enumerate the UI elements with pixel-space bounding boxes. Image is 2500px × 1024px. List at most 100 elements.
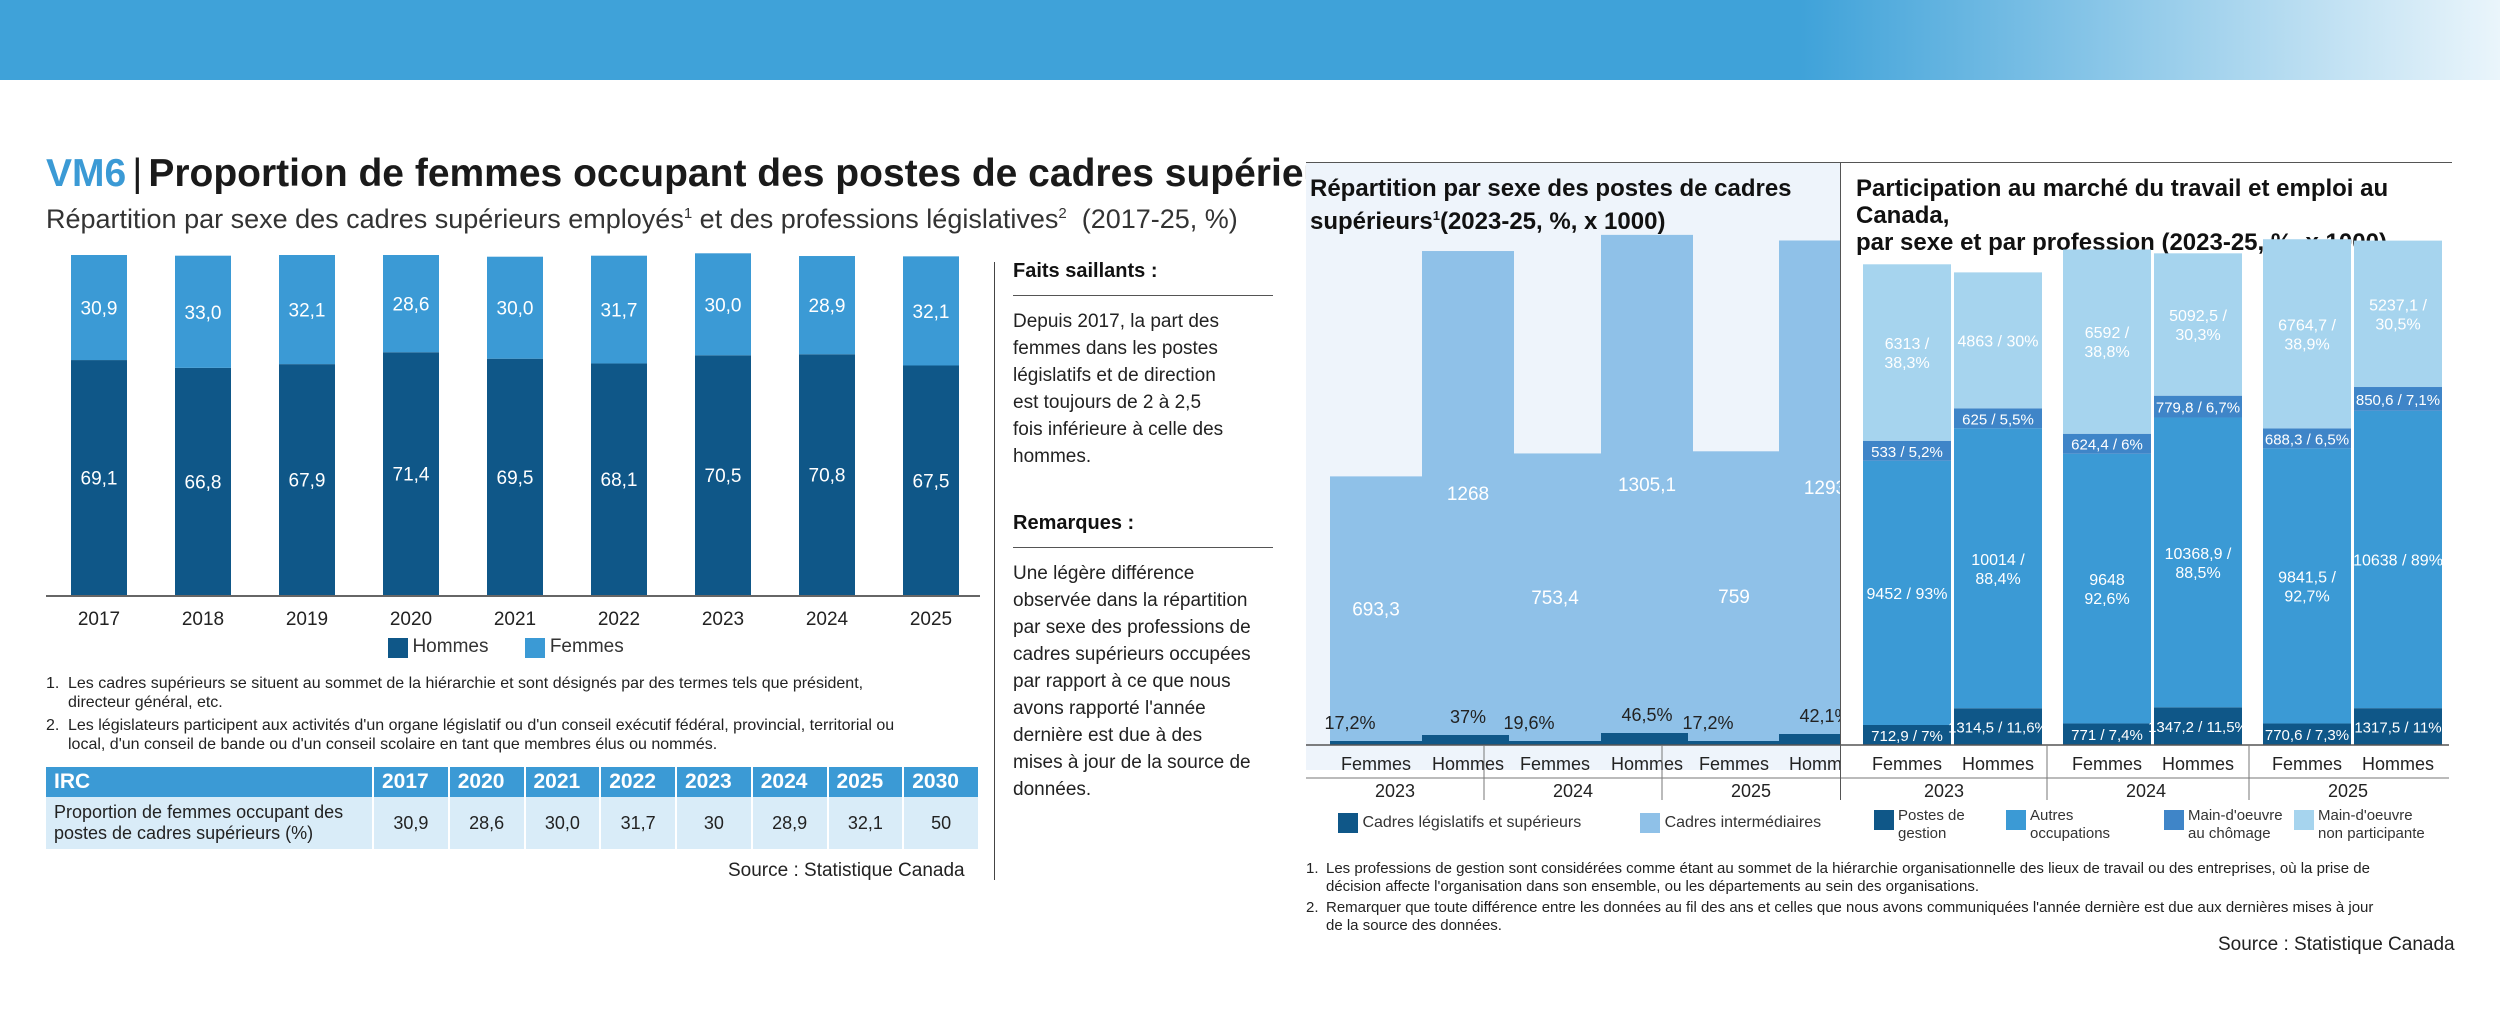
group-label: 2025 (1731, 781, 1771, 800)
value-label: 688,3 / 6,5% (2265, 431, 2349, 448)
bar-femmes (383, 255, 439, 353)
irc-row-label-line1: Proportion de femmes occupant des (54, 802, 344, 822)
bar-gestion (1863, 725, 1951, 745)
bar-autres (2063, 453, 2151, 724)
legend-chart1: Hommes Femmes (388, 636, 624, 658)
sidebar-highlights: Faits saillants : Depuis 2017, la part d… (1013, 260, 1273, 803)
irc-header-cell: 2024 (751, 767, 829, 797)
title-separator: | (132, 152, 143, 195)
value-label-hommes: 70,5 (705, 466, 742, 487)
bar-gestion (2063, 723, 2151, 745)
bar-cadres-legislatifs (1601, 733, 1693, 745)
value-label: 771 / 7,4% (2071, 727, 2143, 744)
bar-femmes (175, 255, 231, 368)
x-tick-label: 2023 (702, 609, 744, 630)
chart2-title-line2-rest: (2023-25, %, x 1000) (1439, 208, 1666, 235)
legend-chart2: Cadres législatifs et supérieurs Cadres … (1338, 813, 1821, 833)
footnote-right-2: 2. Remarquer que toute différence entre … (1306, 899, 2466, 935)
footnote-right-1-line1: Les professions de gestion sont considér… (1326, 860, 2370, 877)
bar-hommes (383, 352, 439, 595)
x-tick-label: Femmes (2272, 754, 2342, 774)
bar-cadres-intermediaires (1509, 453, 1601, 741)
irc-row-label: Proportion de femmes occupant des postes… (46, 797, 374, 849)
highlights-line: hommes. (1013, 446, 1092, 467)
subtitle-sup-2: 2 (1058, 205, 1067, 222)
group-label: 2025 (2328, 781, 2368, 800)
bar-autres (1863, 460, 1951, 725)
value-label-cadres-legislatifs: 17,2% (1682, 713, 1733, 733)
value-label: 92,6% (2084, 591, 2129, 608)
x-tick-label: Hommes (1789, 754, 1840, 774)
irc-value-cell: 28,9 (751, 797, 829, 849)
highlights-line: législatifs et de direction (1013, 365, 1216, 386)
irc-value-cell: 32,1 (827, 797, 905, 849)
bar-femmes (71, 255, 127, 361)
irc-header-cell: 2020 (448, 767, 526, 797)
remarks-line: par rapport à ce que nous (1013, 671, 1231, 692)
value-label: 9648 (2089, 572, 2125, 589)
irc-header-cell: 2022 (600, 767, 677, 797)
bar-femmes (903, 256, 959, 366)
bar-cadres-legislatifs (1509, 741, 1601, 745)
group-label: 2023 (1375, 781, 1415, 800)
remarks-line: avons rapporté l'année (1013, 698, 1206, 719)
x-tick-label: Femmes (1341, 754, 1411, 774)
top-banner (0, 0, 2500, 80)
x-tick-label: Hommes (1611, 754, 1683, 774)
bar-non-participante (2063, 249, 2151, 434)
value-label-cadres-legislatifs: 37% (1450, 707, 1486, 727)
chart-labour-participation: 712,9 / 7% 9452 / 93% 533 / 5,2% 6313 / 38,3… (1841, 239, 2449, 800)
legend-label-gestion: Postes de gestion (1898, 807, 1965, 842)
legend-swatch-femmes (525, 637, 546, 658)
legend-label-non-participante: Main-d'oeuvre non participante (2318, 807, 2425, 842)
group-label: 2024 (2126, 781, 2166, 800)
value-label-cadres-intermediaires: 759 (1718, 587, 1750, 608)
x-tick-label: Hommes (2162, 754, 2234, 774)
value-label-cadres-legislatifs: 46,5% (1621, 705, 1672, 725)
bar-hommes (903, 365, 959, 595)
remarks-line: mises à jour de la source de (1013, 752, 1251, 773)
bar-femmes (591, 255, 647, 364)
value-label: 9452 / 93% (1867, 586, 1948, 603)
remarks-line: données. (1013, 779, 1092, 800)
chart3-title-line1: Participation au marché du travail et em… (1856, 175, 2389, 229)
irc-header-cell: 2030 (903, 767, 980, 797)
footnote-2: 2. Les législateurs participent aux acti… (46, 716, 986, 754)
bar-cadres-intermediaires (1601, 234, 1693, 733)
chart-senior-positions-by-sex: 693,3 17,2% Femmes 1268 37% Hommes 753,4 19,6% F… (1306, 234, 1840, 800)
value-label-femmes: 28,6 (393, 295, 430, 316)
bar-hommes (487, 358, 543, 595)
value-label: 533 / 5,2% (1871, 444, 1943, 461)
irc-value-cell: 50 (903, 797, 980, 849)
value-label: 9841,5 / (2278, 569, 2336, 586)
footnote-right-2-line2: de la source des données. (1326, 917, 1502, 934)
footnote-right-1-number: 1. (1306, 860, 1319, 877)
irc-row-label-line2: postes de cadres supérieurs (%) (54, 823, 314, 843)
bar-chomage (1954, 408, 2042, 429)
bar-chomage (2263, 428, 2351, 449)
irc-value-cell: 30,0 (524, 797, 602, 849)
bar-hommes (591, 363, 647, 595)
bar-cadres-intermediaires (1688, 451, 1780, 741)
chart2-title-sup: 1 (1432, 208, 1440, 223)
legend-swatch-autres (2006, 810, 2026, 830)
bar-non-participante (1954, 272, 2042, 409)
x-tick-label: 2018 (182, 609, 224, 630)
value-label: 38,8% (2084, 344, 2129, 361)
legend-swatch-cadres-legislatifs (1338, 813, 1358, 833)
irc-value-cell: 28,6 (448, 797, 526, 849)
x-tick-label: Femmes (1872, 754, 1942, 774)
footnote-1: 1. Les cadres supérieurs se situent au s… (46, 674, 986, 712)
value-label: 1317,5 / 11% (2354, 720, 2441, 737)
legend-chart3: Postes de gestion Autres occupations Main-… (1874, 807, 2454, 847)
value-label: 10638 / 89% (2353, 552, 2443, 569)
value-label: 1314,5 / 11,6% (1948, 720, 2048, 737)
page-subtitle: Répartition par sexe des cadres supérieu… (46, 204, 1238, 235)
footnote-right-1: 1. Les professions de gestion sont consi… (1306, 860, 2466, 896)
value-label-cadres-intermediaires: 1293 (1804, 478, 1840, 499)
indicator-code: VM6 (46, 152, 127, 195)
value-label-hommes: 66,8 (185, 472, 222, 493)
subtitle-part-c: (2017-25, %) (1066, 204, 1238, 234)
chart2-title: Répartition par sexe des postes de cadre… (1310, 175, 1840, 235)
footnote-right-1-line2: décision affecte l'organisation dans son… (1326, 878, 1979, 895)
